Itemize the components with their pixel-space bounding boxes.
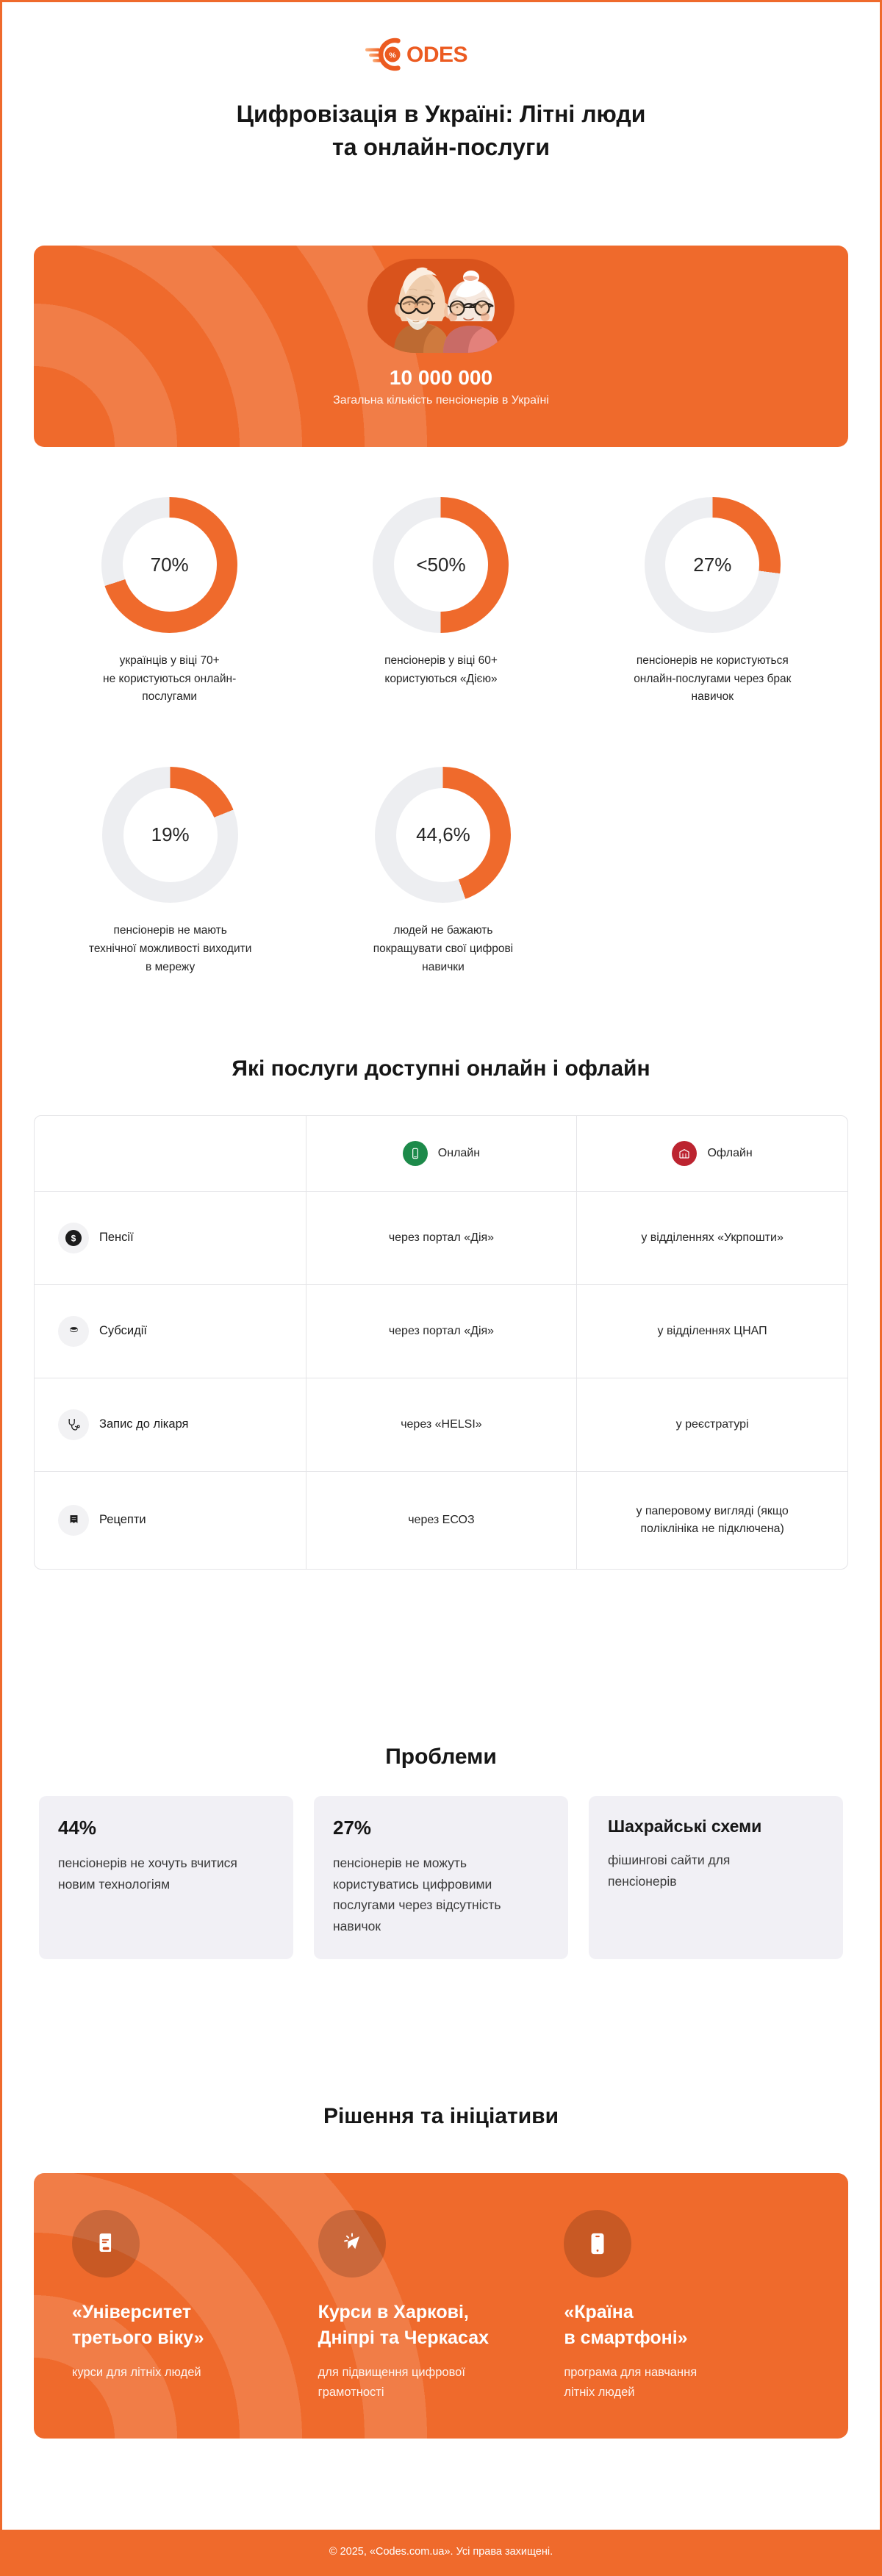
svg-text:$: $ [71,1233,76,1243]
svg-text:ODES: ODES [406,43,467,67]
svg-text:%: % [389,51,396,60]
